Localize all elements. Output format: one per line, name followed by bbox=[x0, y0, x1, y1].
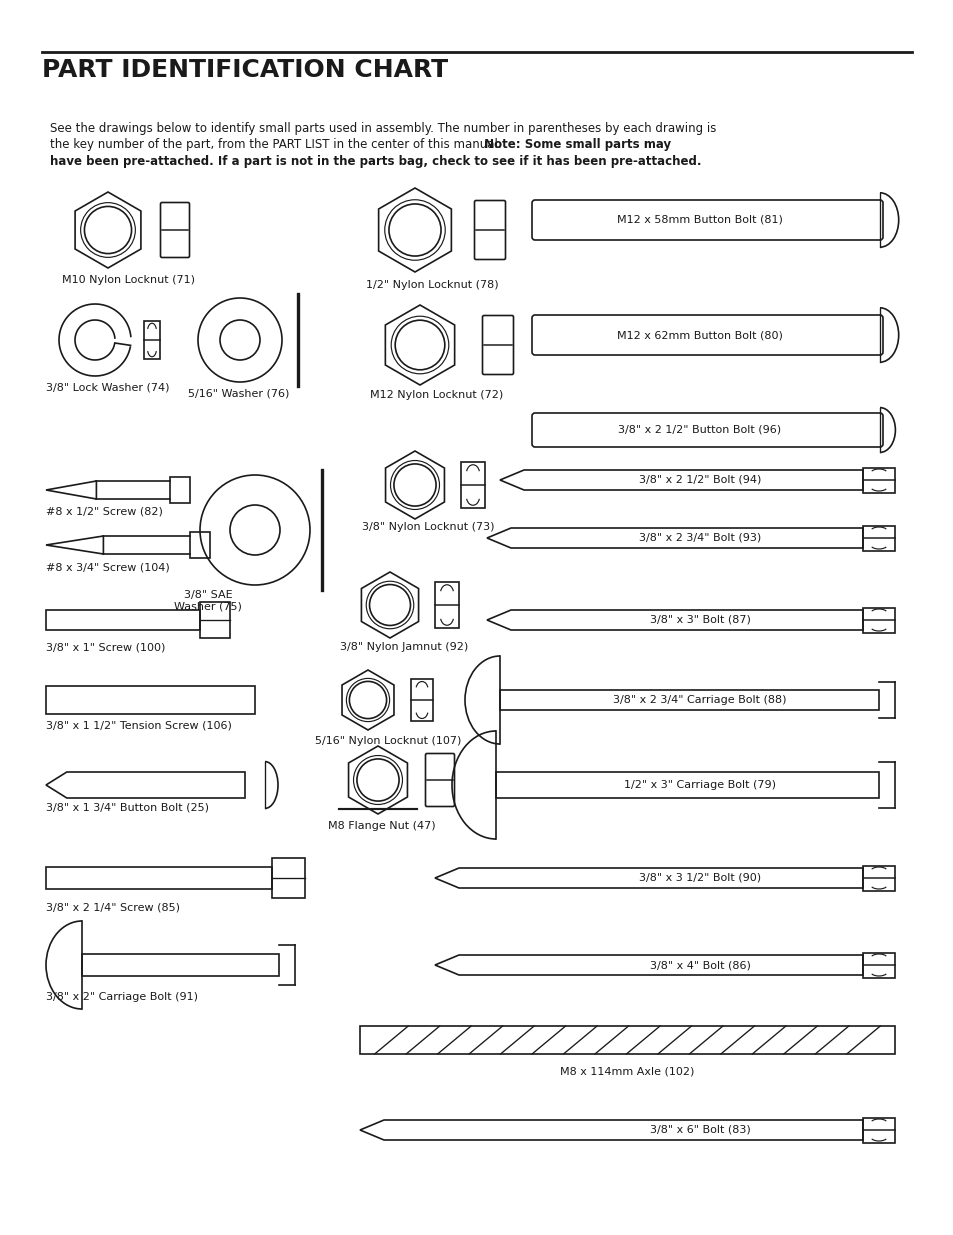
Text: M12 x 58mm Button Bolt (81): M12 x 58mm Button Bolt (81) bbox=[617, 215, 782, 225]
Text: M12 x 62mm Button Bolt (80): M12 x 62mm Button Bolt (80) bbox=[617, 330, 782, 340]
Bar bbox=[460, 462, 484, 508]
Bar bbox=[499, 690, 878, 710]
Bar bbox=[82, 953, 278, 976]
Bar bbox=[862, 866, 894, 890]
Bar bbox=[46, 867, 272, 889]
Text: 5/16" Washer (76): 5/16" Washer (76) bbox=[188, 388, 289, 398]
Text: 1/2" Nylon Locknut (78): 1/2" Nylon Locknut (78) bbox=[366, 280, 498, 290]
Text: 3/8" x 3 1/2" Bolt (90): 3/8" x 3 1/2" Bolt (90) bbox=[639, 873, 760, 883]
Bar bbox=[190, 532, 210, 558]
Bar bbox=[411, 679, 433, 721]
Bar bbox=[435, 582, 458, 629]
Text: the key number of the part, from the PART LIST in the center of this manual.: the key number of the part, from the PAR… bbox=[50, 138, 501, 151]
Text: 1/2" x 3" Carriage Bolt (79): 1/2" x 3" Carriage Bolt (79) bbox=[623, 781, 775, 790]
Text: 3/8" SAE
Washer (75): 3/8" SAE Washer (75) bbox=[173, 590, 242, 611]
Bar bbox=[46, 685, 254, 714]
Bar bbox=[862, 468, 894, 493]
Text: M8 Flange Nut (47): M8 Flange Nut (47) bbox=[328, 821, 436, 831]
Text: 3/8" x 1" Screw (100): 3/8" x 1" Screw (100) bbox=[46, 642, 165, 652]
Text: Note: Some small parts may: Note: Some small parts may bbox=[479, 138, 670, 151]
Text: 3/8" Lock Washer (74): 3/8" Lock Washer (74) bbox=[46, 382, 170, 391]
Bar bbox=[496, 772, 878, 798]
Bar bbox=[359, 1026, 894, 1053]
Text: M12 Nylon Locknut (72): M12 Nylon Locknut (72) bbox=[370, 390, 503, 400]
Text: PART IDENTIFICATION CHART: PART IDENTIFICATION CHART bbox=[42, 58, 448, 82]
Bar bbox=[144, 321, 160, 359]
Text: 3/8" x 4" Bolt (86): 3/8" x 4" Bolt (86) bbox=[649, 960, 750, 969]
Bar bbox=[862, 526, 894, 551]
Text: #8 x 3/4" Screw (104): #8 x 3/4" Screw (104) bbox=[46, 562, 170, 572]
Text: have been pre-attached. If a part is not in the parts bag, check to see if it ha: have been pre-attached. If a part is not… bbox=[50, 156, 700, 168]
Bar bbox=[862, 952, 894, 977]
Bar bbox=[200, 601, 230, 638]
Bar bbox=[862, 608, 894, 632]
Text: 3/8" x 2 1/4" Screw (85): 3/8" x 2 1/4" Screw (85) bbox=[46, 903, 180, 913]
Bar bbox=[272, 858, 305, 898]
Text: 3/8" Nylon Jamnut (92): 3/8" Nylon Jamnut (92) bbox=[339, 642, 468, 652]
Text: 3/8" x 6" Bolt (83): 3/8" x 6" Bolt (83) bbox=[649, 1125, 750, 1135]
Text: 5/16" Nylon Locknut (107): 5/16" Nylon Locknut (107) bbox=[314, 736, 461, 746]
Text: 3/8" x 2 1/2" Button Bolt (96): 3/8" x 2 1/2" Button Bolt (96) bbox=[618, 425, 781, 435]
Text: M8 x 114mm Axle (102): M8 x 114mm Axle (102) bbox=[559, 1066, 694, 1076]
Text: 3/8" x 2 3/4" Carriage Bolt (88): 3/8" x 2 3/4" Carriage Bolt (88) bbox=[613, 695, 786, 705]
Text: 3/8" x 2 3/4" Bolt (93): 3/8" x 2 3/4" Bolt (93) bbox=[639, 534, 760, 543]
Text: 3/8" x 1 1/2" Tension Screw (106): 3/8" x 1 1/2" Tension Screw (106) bbox=[46, 720, 232, 730]
Text: 3/8" x 2 1/2" Bolt (94): 3/8" x 2 1/2" Bolt (94) bbox=[639, 475, 760, 485]
Text: 3/8" x 2" Carriage Bolt (91): 3/8" x 2" Carriage Bolt (91) bbox=[46, 992, 198, 1002]
Text: 3/8" x 3" Bolt (87): 3/8" x 3" Bolt (87) bbox=[649, 615, 750, 625]
Text: 3/8" Nylon Locknut (73): 3/8" Nylon Locknut (73) bbox=[361, 522, 494, 532]
Bar bbox=[862, 1118, 894, 1142]
Text: 3/8" x 1 3/4" Button Bolt (25): 3/8" x 1 3/4" Button Bolt (25) bbox=[46, 803, 209, 813]
Text: M10 Nylon Locknut (71): M10 Nylon Locknut (71) bbox=[62, 275, 194, 285]
Text: See the drawings below to identify small parts used in assembly. The number in p: See the drawings below to identify small… bbox=[50, 122, 716, 135]
Bar bbox=[46, 610, 200, 630]
Text: #8 x 1/2" Screw (82): #8 x 1/2" Screw (82) bbox=[46, 506, 163, 516]
Bar bbox=[170, 477, 190, 503]
